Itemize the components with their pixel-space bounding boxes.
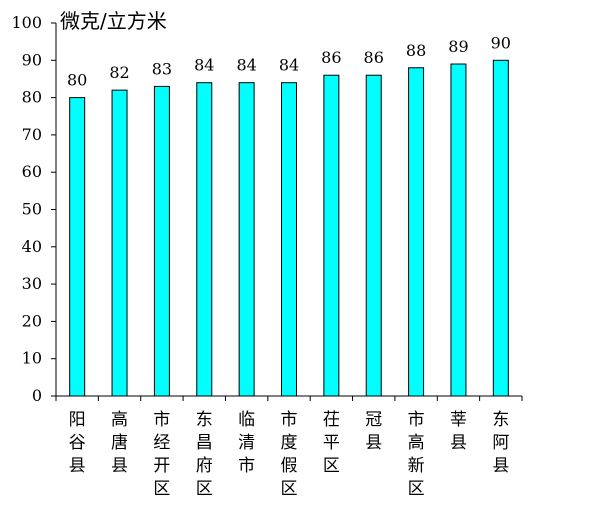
y-tick-label: 20 <box>22 311 42 330</box>
y-tick-label: 30 <box>22 274 42 293</box>
bar <box>408 67 425 397</box>
category-label: 莘县 <box>450 410 467 453</box>
category-label: 高唐县 <box>111 410 128 476</box>
y-tick-label: 80 <box>22 88 42 107</box>
bar <box>450 63 467 397</box>
data-label: 84 <box>279 56 299 75</box>
bar <box>281 82 297 397</box>
bar <box>238 82 255 397</box>
data-label: 84 <box>236 56 256 75</box>
y-tick-label: 90 <box>22 50 42 69</box>
data-labels: 80 82 83 84 84 84 86 86 88 89 90 <box>67 33 511 89</box>
y-tick-label: 100 <box>11 13 42 32</box>
bar <box>111 89 128 397</box>
data-label: 86 <box>321 48 341 67</box>
bar <box>492 59 509 397</box>
y-tick-label: 0 <box>32 386 42 405</box>
category-label: 市高新区 <box>408 410 425 499</box>
y-unit-label: 微克/立方米 <box>60 9 167 33</box>
y-tick-label: 40 <box>22 237 42 256</box>
bar <box>153 85 170 397</box>
data-label: 84 <box>194 56 214 75</box>
bar <box>69 97 86 397</box>
category-label: 东阿县 <box>492 410 509 476</box>
category-label: 茌平区 <box>323 410 340 476</box>
category-label: 市经开区 <box>153 410 170 499</box>
data-label: 83 <box>152 59 172 78</box>
category-labels: 阳谷县 高唐县 市经开区 东昌府区 临清市 市度假区 茌平区 冠县 市高新区 莘县 东阿县 <box>69 410 510 499</box>
data-label: 80 <box>67 71 87 90</box>
bar <box>323 74 340 397</box>
category-label: 临清市 <box>238 410 255 476</box>
data-label: 90 <box>491 33 511 52</box>
bar <box>365 74 382 397</box>
y-tick-label: 60 <box>22 162 42 181</box>
category-label: 冠县 <box>365 410 382 453</box>
y-tick-label: 10 <box>22 349 42 368</box>
data-label: 88 <box>406 41 426 60</box>
category-label: 东昌府区 <box>196 410 213 499</box>
category-label: 市度假区 <box>281 410 298 499</box>
bar <box>196 82 213 397</box>
category-label: 阳谷县 <box>69 410 86 476</box>
y-tick-label: 70 <box>22 125 42 144</box>
y-tick-label: 50 <box>22 200 42 219</box>
data-label: 89 <box>448 37 468 56</box>
axes: 0 10 20 30 40 50 60 70 80 90 100 <box>11 13 523 405</box>
data-label: 86 <box>364 48 384 67</box>
bars <box>69 59 509 397</box>
data-label: 82 <box>109 63 129 82</box>
